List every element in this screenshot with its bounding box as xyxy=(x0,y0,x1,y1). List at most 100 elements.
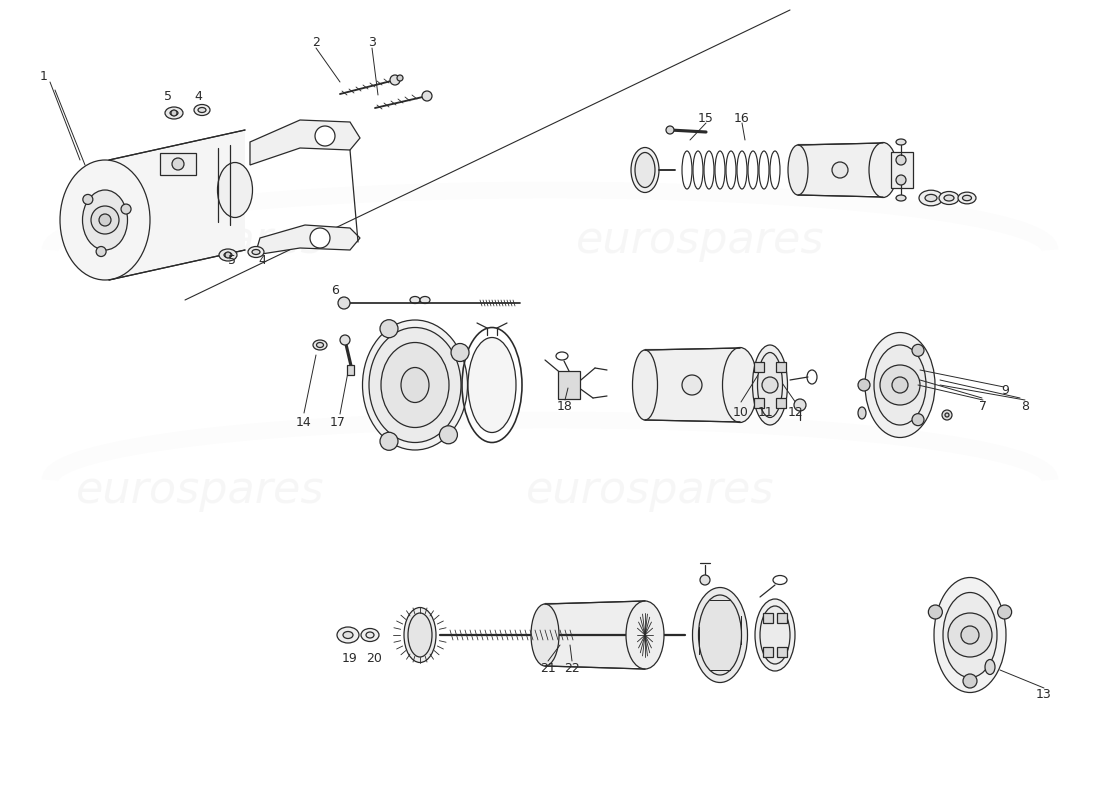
Bar xyxy=(777,647,786,658)
Ellipse shape xyxy=(962,195,971,201)
Circle shape xyxy=(439,426,458,444)
Bar xyxy=(891,152,913,188)
Ellipse shape xyxy=(194,105,210,115)
Circle shape xyxy=(121,204,131,214)
Circle shape xyxy=(880,365,920,405)
Text: 17: 17 xyxy=(330,415,345,429)
Text: 2: 2 xyxy=(312,37,320,50)
Circle shape xyxy=(896,175,906,185)
Ellipse shape xyxy=(874,345,926,425)
Ellipse shape xyxy=(408,613,432,657)
Bar xyxy=(798,143,883,195)
Ellipse shape xyxy=(788,145,808,195)
Circle shape xyxy=(858,379,870,391)
Circle shape xyxy=(82,194,92,205)
Circle shape xyxy=(961,626,979,644)
Bar xyxy=(645,348,740,421)
Ellipse shape xyxy=(869,142,896,198)
Text: eurospares: eurospares xyxy=(575,218,824,262)
Circle shape xyxy=(170,110,177,116)
Ellipse shape xyxy=(944,195,954,201)
Text: 5: 5 xyxy=(164,90,172,103)
Bar xyxy=(763,647,773,658)
Circle shape xyxy=(998,605,1012,619)
Ellipse shape xyxy=(896,195,906,201)
Ellipse shape xyxy=(402,367,429,402)
Circle shape xyxy=(172,158,184,170)
Bar xyxy=(763,613,773,622)
Ellipse shape xyxy=(896,139,906,145)
Ellipse shape xyxy=(755,599,795,671)
Circle shape xyxy=(226,252,231,258)
Ellipse shape xyxy=(218,162,253,218)
Text: 19: 19 xyxy=(342,651,358,665)
Ellipse shape xyxy=(943,593,997,678)
Ellipse shape xyxy=(82,190,128,250)
Ellipse shape xyxy=(468,338,516,433)
Text: 21: 21 xyxy=(540,662,556,674)
Ellipse shape xyxy=(248,246,264,258)
Circle shape xyxy=(682,375,702,395)
Text: 4: 4 xyxy=(258,254,266,266)
Ellipse shape xyxy=(366,632,374,638)
Ellipse shape xyxy=(698,595,741,675)
Bar xyxy=(776,362,785,372)
Bar xyxy=(346,365,354,375)
Ellipse shape xyxy=(939,191,959,205)
Circle shape xyxy=(892,377,907,393)
Circle shape xyxy=(962,674,977,688)
Bar xyxy=(160,153,196,175)
Ellipse shape xyxy=(363,320,468,450)
Bar xyxy=(776,398,785,408)
Ellipse shape xyxy=(752,345,788,425)
Ellipse shape xyxy=(626,601,664,669)
Ellipse shape xyxy=(632,350,658,420)
Text: 7: 7 xyxy=(979,401,987,414)
Text: 6: 6 xyxy=(331,283,339,297)
Circle shape xyxy=(422,91,432,101)
Circle shape xyxy=(832,162,848,178)
Ellipse shape xyxy=(219,249,236,261)
Text: 11: 11 xyxy=(758,406,774,418)
Circle shape xyxy=(896,155,906,165)
Ellipse shape xyxy=(925,194,937,202)
Circle shape xyxy=(99,214,111,226)
Circle shape xyxy=(338,297,350,309)
Circle shape xyxy=(928,605,943,619)
Bar xyxy=(558,371,580,399)
Circle shape xyxy=(700,575,710,585)
Ellipse shape xyxy=(368,327,461,442)
Bar xyxy=(777,613,786,622)
Ellipse shape xyxy=(531,604,559,666)
Ellipse shape xyxy=(723,347,758,422)
Text: 14: 14 xyxy=(296,415,312,429)
Circle shape xyxy=(96,246,106,257)
Ellipse shape xyxy=(60,160,150,280)
Text: 5: 5 xyxy=(228,254,236,266)
Ellipse shape xyxy=(337,627,359,643)
Text: 16: 16 xyxy=(734,111,750,125)
Ellipse shape xyxy=(858,407,866,419)
Circle shape xyxy=(912,414,924,426)
Circle shape xyxy=(397,75,403,81)
Ellipse shape xyxy=(252,250,260,254)
Ellipse shape xyxy=(343,631,353,638)
Circle shape xyxy=(912,344,924,356)
Circle shape xyxy=(451,343,469,362)
Ellipse shape xyxy=(958,192,976,204)
Ellipse shape xyxy=(693,587,748,682)
Bar xyxy=(755,398,764,408)
Text: 3: 3 xyxy=(368,37,376,50)
Circle shape xyxy=(948,613,992,657)
Circle shape xyxy=(942,410,952,420)
Text: 20: 20 xyxy=(366,651,382,665)
Text: 13: 13 xyxy=(1036,689,1052,702)
Circle shape xyxy=(310,228,330,248)
Text: 15: 15 xyxy=(698,111,714,125)
Ellipse shape xyxy=(198,107,206,113)
Text: eurospares: eurospares xyxy=(76,469,324,511)
Ellipse shape xyxy=(865,333,935,438)
Ellipse shape xyxy=(404,607,436,662)
Ellipse shape xyxy=(170,110,178,115)
Text: 9: 9 xyxy=(1001,383,1009,397)
